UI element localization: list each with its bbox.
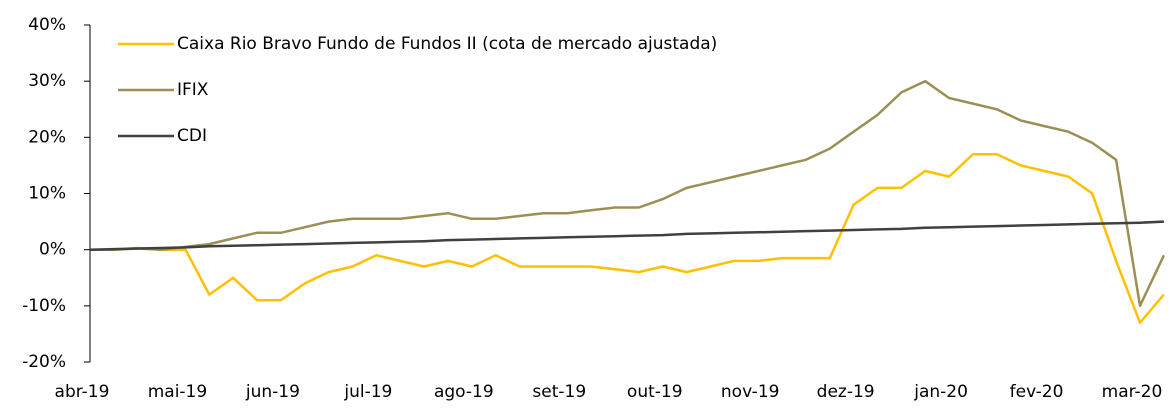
legend-label: IFIX — [177, 80, 209, 100]
x-tick-label: dez-19 — [817, 382, 875, 402]
y-tick-label: -20% — [22, 352, 66, 372]
x-tick-label: mar-20 — [1102, 382, 1163, 402]
x-tick-label: mai-19 — [148, 382, 207, 402]
x-tick-label: jan-20 — [913, 382, 968, 402]
x-tick-label: jul-19 — [343, 382, 392, 402]
series-line — [90, 152, 1165, 324]
x-tick-label: set-19 — [532, 382, 586, 402]
series-line — [90, 79, 1166, 308]
y-tick-label: 0% — [39, 240, 66, 260]
series-line — [89, 220, 1164, 251]
legend-label: CDI — [177, 126, 207, 146]
y-tick-label: 30% — [28, 71, 66, 91]
y-tick-label: 10% — [28, 184, 66, 204]
x-tick-label: nov-19 — [721, 382, 780, 402]
legend-label: Caixa Rio Bravo Fundo de Fundos II (cota… — [177, 34, 717, 54]
x-tick-label: ago-19 — [434, 382, 494, 402]
y-tick-label: 20% — [28, 127, 66, 147]
x-tick-label: jun-19 — [245, 382, 300, 402]
y-tick-label: -10% — [22, 296, 66, 316]
x-tick-label: out-19 — [627, 382, 683, 402]
x-tick-label: fev-20 — [1010, 382, 1064, 402]
y-tick-label: 40% — [28, 15, 66, 35]
x-tick-label: abr-19 — [55, 382, 110, 402]
